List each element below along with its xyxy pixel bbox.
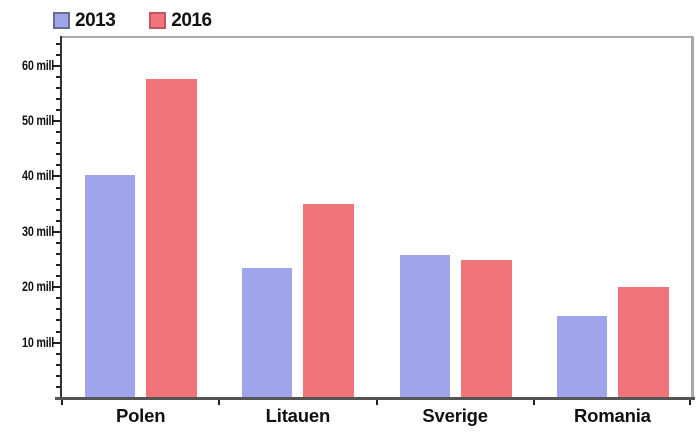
category-label-Sverige: Sverige (422, 405, 488, 426)
bar-2016-Sverige (460, 259, 512, 397)
y-minor-tick (56, 97, 60, 100)
legend-swatch-2016 (149, 11, 167, 29)
y-minor-tick (56, 385, 60, 388)
y-minor-tick (56, 352, 60, 355)
y-major-tick (53, 341, 60, 344)
y-minor-tick (56, 330, 60, 333)
x-boundary-tick (375, 400, 378, 405)
legend-label-2013: 2013 (75, 10, 116, 31)
y-minor-tick (56, 208, 60, 211)
y-minor-tick (56, 109, 60, 111)
legend-label-2016: 2016 (171, 10, 212, 31)
plot-area: 10 mill 20 mill 30 mill 40 mill 50 mill 60 mi… (22, 36, 695, 426)
y-tick-label: 50 mill (22, 113, 54, 129)
y-major-tick (53, 64, 60, 67)
y-minor-tick (56, 142, 60, 145)
y-tick-label: 10 mill (22, 334, 54, 350)
category-label-Polen: Polen (115, 405, 166, 426)
y-minor-tick (56, 241, 60, 244)
bar-2016-Polen (146, 78, 197, 397)
legend-item-2016: 2016 (149, 10, 212, 31)
bar-2016-Litauen (303, 203, 355, 397)
y-minor-tick (56, 153, 60, 156)
y-minor-tick (56, 42, 60, 45)
bar-2013-Litauen (242, 267, 293, 397)
y-tick-label: 60 mill (22, 57, 54, 73)
legend-item-2013: 2013 (53, 10, 116, 31)
bar-2013-Polen (85, 175, 135, 397)
y-tick-label: 40 mill (22, 168, 54, 184)
y-major-tick (53, 120, 60, 123)
y-minor-tick (56, 186, 60, 189)
x-axis (55, 397, 695, 400)
y-minor-tick (56, 197, 60, 200)
y-minor-tick (56, 219, 60, 222)
y-major-tick (53, 175, 60, 178)
y-major-tick (53, 230, 60, 233)
y-minor-tick (56, 297, 60, 300)
y-minor-tick (56, 308, 60, 311)
y-tick-label: 20 mill (22, 279, 54, 295)
y-minor-tick (56, 75, 60, 78)
y-minor-tick (56, 374, 60, 377)
category-label-Romania: Romania (574, 405, 651, 426)
category-label-Litauen: Litauen (265, 405, 331, 426)
y-minor-tick (56, 164, 60, 167)
y-axis (60, 36, 62, 400)
y-tick-label: 30 mill (22, 223, 54, 239)
y-minor-tick (56, 253, 60, 255)
y-minor-tick (56, 319, 60, 322)
y-minor-tick (56, 86, 60, 89)
x-boundary-tick (61, 400, 63, 405)
bar-2013-Romania (556, 316, 607, 397)
x-boundary-tick (532, 400, 535, 405)
y-minor-tick (56, 53, 60, 56)
legend-swatch-2013 (53, 11, 70, 29)
x-boundary-tick (218, 400, 221, 405)
y-minor-tick (56, 264, 60, 267)
legend: 2013 2016 (53, 10, 212, 30)
x-boundary-tick (689, 400, 691, 405)
y-minor-tick (56, 363, 60, 366)
bar-2013-Sverige (399, 255, 450, 397)
y-minor-tick (56, 131, 60, 134)
y-major-tick (53, 286, 60, 289)
bar-2016-Romania (617, 286, 669, 397)
y-minor-tick (56, 275, 60, 278)
